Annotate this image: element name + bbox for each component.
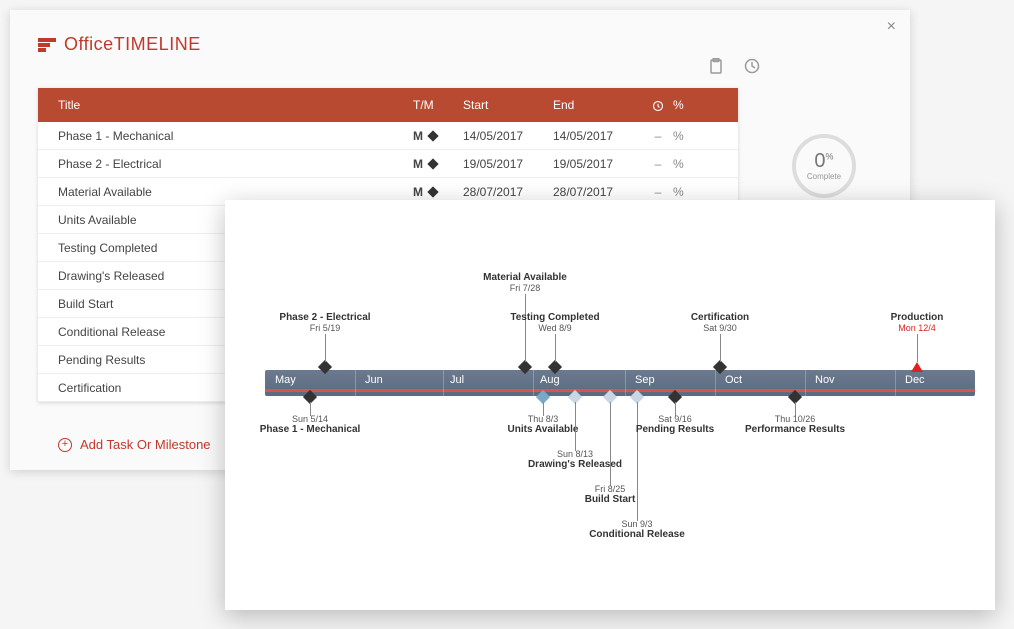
th-end[interactable]: End	[553, 98, 643, 112]
cell-hist: –	[643, 157, 673, 171]
milestone-label: Sun 5/14Phase 1 - Mechanical	[255, 414, 365, 435]
logo-suffix: TIMELINE	[114, 34, 201, 54]
timeline-progress-line	[265, 389, 975, 392]
th-start[interactable]: Start	[463, 98, 553, 112]
milestone-label: Thu 10/26Performance Results	[740, 414, 850, 435]
milestone-connector	[917, 334, 918, 362]
milestone-label: CertificationSat 9/30	[665, 312, 775, 333]
table-row[interactable]: Phase 1 - MechanicalM14/05/201714/05/201…	[38, 122, 738, 150]
cell-end: 19/05/2017	[553, 157, 643, 171]
cell-start: 19/05/2017	[463, 157, 553, 171]
month-separator	[533, 370, 534, 396]
cell-hist: –	[643, 185, 673, 199]
app-logo: OfficeTIMELINE	[38, 34, 201, 55]
month-separator	[625, 370, 626, 396]
cell-title: Material Available	[58, 185, 413, 199]
timeline-panel: May Jun Jul Aug Sep Oct Nov Dec Phase 2 - Electr…	[225, 200, 995, 610]
th-tm[interactable]: T/M	[413, 98, 463, 112]
month-separator	[355, 370, 356, 396]
month-separator	[805, 370, 806, 396]
milestone-icon	[427, 158, 438, 169]
milestone-label: Thu 8/3Units Available	[488, 414, 598, 435]
plus-icon: +	[58, 438, 72, 452]
progress-value: 0	[814, 150, 825, 172]
month-label: Oct	[725, 374, 742, 386]
cell-title: Phase 2 - Electrical	[58, 157, 413, 171]
cell-pct: %	[673, 129, 703, 143]
table-row[interactable]: Phase 2 - ElectricalM19/05/201719/05/201…	[38, 150, 738, 178]
month-separator	[895, 370, 896, 396]
cell-end: 28/07/2017	[553, 185, 643, 199]
progress-label: Complete	[788, 172, 860, 181]
history-icon[interactable]	[744, 58, 760, 79]
th-history[interactable]	[643, 98, 673, 112]
milestone-icon	[427, 130, 438, 141]
milestone-connector	[720, 334, 721, 362]
cell-title: Phase 1 - Mechanical	[58, 129, 413, 143]
milestone-label: Material AvailableFri 7/28	[470, 272, 580, 293]
milestone-label: Sun 9/3Conditional Release	[582, 519, 692, 540]
milestone-connector	[575, 402, 576, 451]
th-title[interactable]: Title	[58, 98, 413, 112]
month-label: Nov	[815, 374, 835, 386]
milestone-label: Sun 8/13Drawing's Released	[520, 449, 630, 470]
table-header: Title T/M Start End %	[38, 88, 738, 122]
cell-end: 14/05/2017	[553, 129, 643, 143]
month-separator	[443, 370, 444, 396]
cell-pct: %	[673, 185, 703, 199]
month-label: May	[275, 374, 296, 386]
cell-tm: M	[413, 129, 463, 143]
milestone-label: Sat 9/16Pending Results	[620, 414, 730, 435]
cell-start: 28/07/2017	[463, 185, 553, 199]
logo-prefix: Office	[64, 34, 114, 54]
milestone-marker[interactable]	[911, 362, 923, 372]
cell-tm: M	[413, 157, 463, 171]
add-task-label: Add Task Or Milestone	[80, 437, 211, 452]
month-label: Dec	[905, 374, 925, 386]
month-label: Jun	[365, 374, 383, 386]
milestone-connector	[555, 334, 556, 362]
close-icon[interactable]: ×	[887, 18, 896, 36]
milestone-connector	[610, 402, 611, 486]
month-separator	[715, 370, 716, 396]
milestone-label: Phase 2 - ElectricalFri 5/19	[270, 312, 380, 333]
progress-ring: 0% Complete	[788, 130, 860, 202]
milestone-label: Fri 8/25Build Start	[555, 484, 665, 505]
logo-icon	[38, 38, 56, 52]
milestone-label: ProductionMon 12/4	[862, 312, 972, 333]
month-label: Aug	[540, 374, 560, 386]
th-pct[interactable]: %	[673, 98, 703, 112]
cell-start: 14/05/2017	[463, 129, 553, 143]
milestone-label: Testing CompletedWed 8/9	[500, 312, 610, 333]
cell-pct: %	[673, 157, 703, 171]
cell-tm: M	[413, 185, 463, 199]
progress-unit: %	[826, 151, 834, 161]
month-label: Sep	[635, 374, 655, 386]
add-task-button[interactable]: + Add Task Or Milestone	[58, 437, 211, 452]
cell-hist: –	[643, 129, 673, 143]
month-label: Jul	[450, 374, 464, 386]
milestone-connector	[325, 334, 326, 362]
clipboard-icon[interactable]	[708, 58, 724, 79]
milestone-icon	[427, 186, 438, 197]
